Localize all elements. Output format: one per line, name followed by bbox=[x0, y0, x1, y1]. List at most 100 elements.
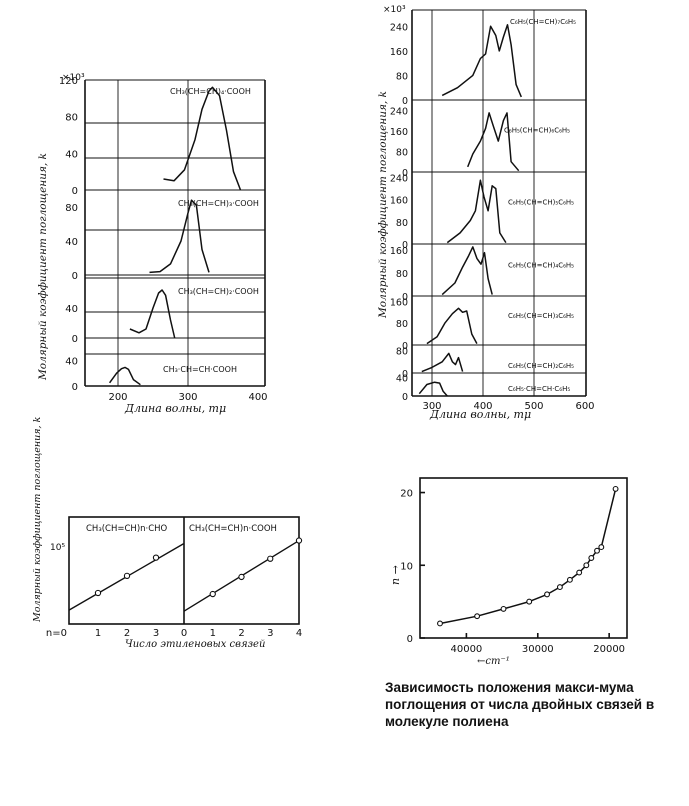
figC-label-left: CH₃(CH=CH)n·CHO bbox=[86, 524, 168, 534]
figB-ytick: 0 bbox=[402, 292, 408, 303]
figA-xtick: 400 bbox=[248, 392, 267, 403]
figB-panel-label: C₆H₅(CH=CH)₆C₆H₅ bbox=[504, 126, 570, 134]
figC-xlabel: Число этиленовых связей bbox=[125, 639, 265, 650]
figC-ytick: 10⁵ bbox=[50, 543, 65, 553]
figC-xtick: 1 bbox=[95, 628, 101, 639]
figC-ylabel: Молярный коэффициент поглощения, k bbox=[32, 416, 43, 623]
figC-xtick: n=0 bbox=[46, 628, 67, 639]
figA-frame bbox=[84, 79, 266, 387]
figA-panel-label: CH₃·CH=CH·COOH bbox=[163, 365, 237, 374]
figB-ytick: 80 bbox=[396, 218, 408, 229]
figB-spectrum-curve bbox=[441, 246, 493, 296]
figD-point bbox=[598, 544, 605, 551]
figD-point bbox=[474, 613, 481, 620]
figB-panel-label: C₆H₅·CH=CH·C₆H₅ bbox=[508, 385, 570, 393]
figB-xtick: 400 bbox=[473, 401, 492, 412]
figB-xtick: 500 bbox=[524, 401, 543, 412]
figA-xtick: 300 bbox=[178, 392, 197, 403]
figB-spectrum-curve bbox=[467, 112, 520, 172]
figD-xlabel: ←cm⁻¹ bbox=[477, 656, 510, 667]
figA-ytick: 40 bbox=[65, 149, 78, 160]
figB-ytick: 0 bbox=[402, 392, 408, 403]
figD-xtick: 40000 bbox=[450, 644, 482, 655]
figC-xtick: 0 bbox=[181, 628, 187, 639]
figB-ytick: 80 bbox=[396, 71, 408, 82]
figA-ytick: 0 bbox=[72, 382, 78, 393]
figB-spectrum-curve bbox=[441, 24, 522, 98]
figB-panel-label: C₆H₅(CH=CH)₃C₆H₅ bbox=[508, 312, 574, 320]
figC-point bbox=[267, 555, 274, 562]
figD-ytick: 10 bbox=[400, 561, 413, 572]
figB-ytick: 40 bbox=[396, 374, 408, 385]
figB-ytick: 80 bbox=[396, 347, 408, 358]
figC-point bbox=[123, 572, 131, 579]
figB-ytick: 0 bbox=[402, 240, 408, 251]
figA-ytick: 0 bbox=[72, 271, 78, 282]
figA-ytick: 40 bbox=[65, 356, 78, 367]
figC-xtick: 2 bbox=[238, 628, 244, 639]
figB-panel-label: C₆H₅(CH=CH)₂C₆H₅ bbox=[508, 362, 574, 370]
figD-point bbox=[556, 584, 563, 591]
figD-point bbox=[566, 576, 573, 583]
figB-scale-note: ×10³ bbox=[383, 5, 406, 15]
figB-xlabel: Длина волны, mμ bbox=[429, 408, 531, 421]
figB-ytick: 240 bbox=[390, 22, 408, 33]
figB-panel-label: C₆H₅(CH=CH)₇C₆H₅ bbox=[510, 18, 576, 26]
figA-panel-label: CH₃(CH=CH)₃·COOH bbox=[178, 199, 259, 208]
figD-ytick: 0 bbox=[407, 634, 413, 645]
figB-ytick: 240 bbox=[390, 106, 408, 117]
figA-spectrum-curve bbox=[163, 86, 242, 191]
figC-point bbox=[295, 537, 303, 544]
figA-spectrum-curve bbox=[108, 366, 141, 386]
figB-spectrum-curve bbox=[426, 307, 478, 345]
figD-point bbox=[526, 598, 533, 605]
figD-xtick: 20000 bbox=[593, 644, 625, 655]
figA-xlabel: Длина волны, mμ bbox=[124, 402, 226, 415]
figB-ytick: 160 bbox=[390, 47, 408, 58]
figA-ytick: 0 bbox=[72, 334, 78, 345]
figD-ytick: 20 bbox=[400, 489, 413, 500]
figA-ytick: 80 bbox=[65, 203, 78, 214]
figD-ylabel: n → bbox=[389, 565, 402, 585]
figB-ylabel: Молярный коэффициент поглощения, k bbox=[377, 91, 389, 319]
figD-point bbox=[544, 591, 551, 598]
figA-spectrum-curve bbox=[129, 289, 176, 339]
figD-point bbox=[612, 485, 619, 492]
figC-point bbox=[238, 573, 245, 581]
figB-ytick: 0 bbox=[402, 96, 408, 107]
figB-panel-label: C₆H₅(CH=CH)₄C₆H₅ bbox=[508, 261, 574, 269]
figC-point bbox=[209, 590, 216, 598]
figB-ytick: 160 bbox=[390, 297, 408, 308]
figA-panel-label: CH₃(CH=CH)₄·COOH bbox=[170, 87, 251, 96]
figA-ytick: 40 bbox=[65, 304, 78, 315]
figA-scale-note: ×10³ bbox=[62, 73, 85, 83]
figB-spectrum-curve bbox=[421, 352, 464, 373]
figB-ytick: 80 bbox=[396, 269, 408, 280]
figD-xtick: 30000 bbox=[522, 644, 554, 655]
figC-frame bbox=[68, 516, 300, 625]
figA-spectrum-curve bbox=[149, 199, 210, 274]
figC-label-right: CH₃(CH=CH)n·COOH bbox=[189, 524, 277, 534]
figB-ytick: 160 bbox=[390, 127, 408, 138]
figC-point bbox=[94, 589, 102, 597]
figB-xtick: 600 bbox=[575, 401, 594, 412]
figB-ytick: 80 bbox=[396, 319, 408, 330]
figA-ytick: 120 bbox=[59, 76, 78, 87]
figB-spectrum-curve bbox=[418, 381, 448, 397]
figC-xtick: 2 bbox=[124, 628, 130, 639]
figC-xtick: 3 bbox=[153, 628, 159, 639]
figC-xtick: 1 bbox=[210, 628, 216, 639]
figure-caption: Зависимость положения макси-мума поглоще… bbox=[385, 680, 655, 729]
figB-ytick: 160 bbox=[390, 246, 408, 257]
figC-xtick: 4 bbox=[296, 628, 302, 639]
figB-ytick: 80 bbox=[396, 147, 408, 158]
figB-spectrum-curve bbox=[446, 179, 507, 244]
figB-frame bbox=[411, 9, 587, 397]
figD-point bbox=[588, 555, 595, 561]
figD-point bbox=[594, 547, 600, 554]
figB-ytick: 0 bbox=[402, 168, 408, 179]
figB-ytick: 160 bbox=[390, 196, 408, 207]
